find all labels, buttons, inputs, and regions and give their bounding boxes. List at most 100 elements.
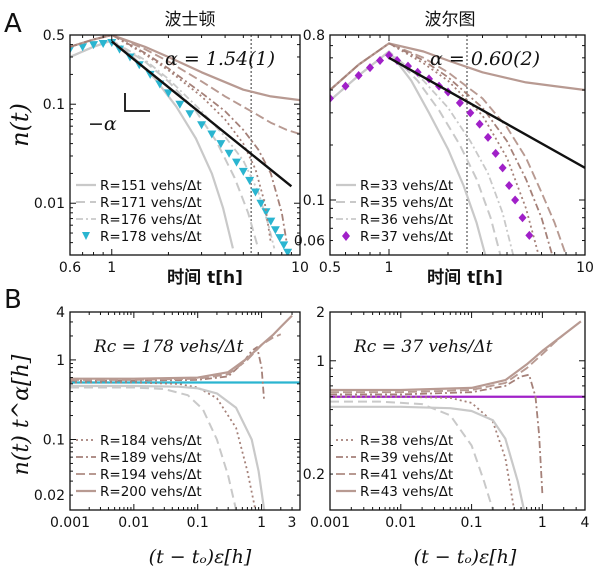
legend-label: R=171 vehs/Δt <box>100 195 202 211</box>
diamond-marker <box>518 213 527 223</box>
annotation-text: α = 0.60(2) <box>430 48 540 70</box>
y-tick-label: 4 <box>56 305 65 321</box>
y-tick-label: 1 <box>56 353 65 369</box>
chart-porto-scaled: 0.001 0.01 0.1 1 4 2 1 0.2 Rc = 37 vehs/Δt R=38 v… <box>303 305 590 531</box>
minor-ticks <box>69 311 301 510</box>
triangle-marker <box>275 234 285 243</box>
triangle-marker <box>163 89 173 98</box>
chart-porto: 0.5 1 100.80.10.06α = 0.60(2)R=33 vehs/ΔtR… <box>294 28 594 276</box>
diamond-marker <box>330 93 334 103</box>
x-tick-label: 0.001 <box>50 515 90 531</box>
diamond-marker <box>354 71 363 81</box>
x-tick-label: 10 <box>291 260 309 276</box>
plot-area <box>330 320 585 510</box>
series-curve-7-line <box>330 42 540 255</box>
legend-label: R=176 vehs/Δt <box>100 212 202 228</box>
ylabel-b: n(t) t^α[h] <box>9 354 34 475</box>
legend-swatch <box>342 231 350 241</box>
annotation-text: Rc = 37 vehs/Δt <box>353 337 493 357</box>
minor-ticks <box>329 34 586 256</box>
panel-letter-a: A <box>4 9 22 39</box>
minor-ticks <box>329 311 586 510</box>
y-tick-label: 0.01 <box>34 196 65 212</box>
diamond-marker <box>466 108 475 118</box>
chart-boston-scaled: 0.001 0.01 0.1 1 3 4 1 0.1 0.02 Rc = 178 vehs/Δt R… <box>34 305 301 531</box>
triangle-marker <box>245 176 255 185</box>
triangle-marker <box>197 121 207 130</box>
series-r-200-vehs-t-line <box>70 314 293 380</box>
triangle-marker <box>89 41 99 50</box>
legend-label: R=178 vehs/Δt <box>100 229 202 245</box>
series-curve-4-line <box>70 384 266 510</box>
series-r-194-vehs-t-line <box>70 333 282 381</box>
xlabel-a-left: 时间 t[h] <box>167 267 243 288</box>
series-curve-5-line <box>70 35 300 135</box>
series-curve-5-line <box>330 400 494 510</box>
y-tick-label: 0.2 <box>303 467 325 483</box>
diamond-marker <box>498 163 507 173</box>
diamond-marker <box>385 50 394 60</box>
x-tick-label: 1 <box>257 515 266 531</box>
axes-frame <box>69 34 301 256</box>
legend-label: R=39 vehs/Δt <box>360 450 453 466</box>
triangle-marker <box>216 140 226 149</box>
legend-label: R=194 vehs/Δt <box>100 467 202 483</box>
annotation-text: Rc = 178 vehs/Δt <box>93 337 244 357</box>
xlabel-b-right: (t − tₒ)ε[h] <box>414 546 517 568</box>
diamond-marker <box>376 56 385 66</box>
legend-swatch <box>82 232 90 240</box>
annotation-text: α = 1.54(1) <box>165 48 275 70</box>
x-tick-label: 4 <box>581 515 590 531</box>
triangle-marker <box>270 226 280 235</box>
legend: R=38 vehs/ΔtR=39 vehs/ΔtR=41 vehs/ΔtR=43… <box>336 433 453 500</box>
series-curve-5-line <box>70 386 238 510</box>
legend-label: R=35 vehs/Δt <box>360 195 453 211</box>
triangle-marker <box>70 45 75 54</box>
triangle-marker <box>224 149 234 158</box>
triangle-marker <box>115 45 125 54</box>
y-tick-label: 0.1 <box>303 193 325 209</box>
plot-area <box>330 35 585 255</box>
minor-ticks <box>69 34 301 256</box>
legend-label: R=37 vehs/Δt <box>360 229 453 245</box>
diamond-marker <box>525 230 534 240</box>
diamond-marker <box>511 195 520 205</box>
y-tick-label: 0.8 <box>303 28 325 44</box>
triangle-marker <box>185 110 195 119</box>
panel-title-porto: 波尔图 <box>425 10 476 30</box>
series-curve-5-line <box>330 42 567 255</box>
triangle-marker <box>175 100 185 109</box>
y-tick-label: 0.1 <box>43 432 65 448</box>
legend: R=151 vehs/ΔtR=171 vehs/ΔtR=176 vehs/ΔtR… <box>76 178 202 245</box>
panel-letter-b: B <box>4 285 22 315</box>
series-r-43-vehs-t-line <box>330 320 582 392</box>
axes-frame <box>329 311 586 511</box>
legend-label: R=184 vehs/Δt <box>100 433 202 449</box>
series-r-37-vehs-t-markers <box>330 50 534 240</box>
panel-title-boston: 波士顿 <box>165 10 216 30</box>
x-tick-label: 0.5 <box>319 260 341 276</box>
series-curve-4-line <box>330 405 526 510</box>
power-law-fit-line <box>111 40 293 188</box>
y-tick-label: 0.5 <box>43 28 65 44</box>
legend-label: R=43 vehs/Δt <box>360 484 453 500</box>
legend-label: R=36 vehs/Δt <box>360 212 453 228</box>
plot-area <box>70 35 300 255</box>
x-tick-label: 0.001 <box>310 515 350 531</box>
x-tick-label: 10 <box>576 260 594 276</box>
series-r-184-vehs-t-line <box>70 381 257 510</box>
slope-indicator <box>124 93 150 112</box>
triangle-marker <box>232 158 242 167</box>
legend-label: R=41 vehs/Δt <box>360 467 453 483</box>
series-curve-7-line <box>70 35 272 243</box>
triangle-marker <box>250 188 260 197</box>
triangle-marker <box>78 43 88 52</box>
y-tick-label: 1 <box>316 354 325 370</box>
x-tick-label: 1 <box>385 260 394 276</box>
xlabel-b-left: (t − tₒ)ε[h] <box>149 546 252 568</box>
triangle-marker <box>279 241 289 250</box>
diamond-marker <box>475 119 484 129</box>
diamond-marker <box>484 132 493 142</box>
series-r-178-vehs-t-markers <box>70 38 293 255</box>
